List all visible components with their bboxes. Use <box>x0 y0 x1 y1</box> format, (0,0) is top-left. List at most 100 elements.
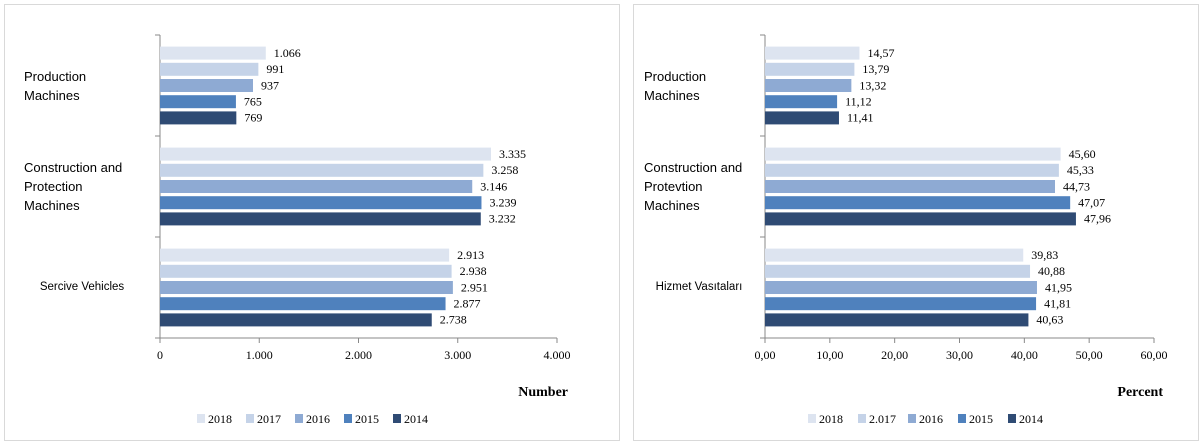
value-label: 41,95 <box>1045 280 1072 294</box>
x-tick-label: 3.000 <box>444 348 471 362</box>
bar <box>160 62 259 76</box>
category-label: Production Machines <box>644 68 707 103</box>
bar <box>765 163 1059 177</box>
value-label: 47,96 <box>1084 212 1111 226</box>
bar <box>160 46 266 60</box>
bar <box>765 147 1061 161</box>
value-label: 13,32 <box>859 78 886 92</box>
legend-label: 2018 <box>819 412 843 426</box>
category-label-box: Sercive Vehicles <box>39 281 125 293</box>
bar <box>160 196 482 210</box>
category-label-box: Construction and Protection Machines <box>24 160 123 213</box>
x-tick-label: 10,00 <box>816 348 843 362</box>
bar <box>765 46 860 60</box>
category-label: Construction and Protevtion Machines <box>644 160 743 213</box>
legend-swatch <box>295 414 303 423</box>
x-tick-label: 0 <box>157 348 163 362</box>
value-label: 2.951 <box>461 280 488 294</box>
x-tick-label: 4.000 <box>544 348 571 362</box>
x-tick-label: 40,00 <box>1011 348 1038 362</box>
bar <box>765 212 1076 226</box>
legend-swatch <box>393 414 401 423</box>
legend-swatch <box>1008 414 1016 423</box>
x-tick-label: 60,00 <box>1141 348 1168 362</box>
value-label: 11,12 <box>845 94 872 108</box>
value-label: 3.146 <box>480 179 507 193</box>
legend-swatch <box>197 414 205 423</box>
bar <box>160 212 481 226</box>
bar <box>160 95 236 109</box>
value-label: 2.913 <box>457 248 484 262</box>
legend-label: 2015 <box>969 412 993 426</box>
bar <box>160 313 432 327</box>
category-label: Production Machines <box>24 68 87 103</box>
bar <box>765 281 1037 294</box>
x-tick-label: 20,00 <box>881 348 908 362</box>
bar <box>765 297 1037 311</box>
legend-swatch <box>344 414 352 423</box>
value-label: 45,33 <box>1067 163 1094 177</box>
bar <box>160 248 450 262</box>
category-label-box: Hizmet Vasıtaları <box>655 281 743 293</box>
bar <box>160 264 452 278</box>
bar <box>160 180 473 193</box>
value-label: 40,63 <box>1036 313 1063 327</box>
value-label: 3.239 <box>489 195 516 209</box>
value-label: 1.066 <box>274 46 301 60</box>
legend-swatch <box>246 414 254 423</box>
bar <box>765 248 1024 262</box>
legend-label: 2014 <box>1019 412 1043 426</box>
category-label: Hizmet Vasıtaları <box>655 281 743 293</box>
value-label: 11,41 <box>847 111 874 125</box>
bar <box>160 111 237 125</box>
bar <box>160 297 446 311</box>
legend-swatch <box>958 414 966 423</box>
x-tick-label: 2.000 <box>345 348 372 362</box>
value-label: 3.258 <box>491 163 518 177</box>
x-tick-label: 50,00 <box>1076 348 1103 362</box>
bar <box>765 79 852 92</box>
bar <box>765 62 855 76</box>
category-label: Construction and Protection Machines <box>24 160 123 213</box>
value-label: 44,73 <box>1063 179 1090 193</box>
value-label: 13,79 <box>862 62 889 76</box>
category-label-box: Construction and Protevtion Machines <box>644 160 743 213</box>
x-tick-label: 30,00 <box>946 348 973 362</box>
legend-swatch <box>808 414 816 423</box>
x-tick-label: 1.000 <box>246 348 273 362</box>
value-label: 937 <box>261 78 279 92</box>
bar <box>160 147 491 161</box>
bar <box>765 313 1029 327</box>
bar <box>160 281 453 294</box>
bar <box>765 196 1071 210</box>
bar <box>765 111 839 125</box>
axis-label: Number <box>518 385 568 400</box>
x-tick-label: 0,00 <box>755 348 776 362</box>
bar <box>160 79 253 92</box>
value-label: 39,83 <box>1031 248 1058 262</box>
value-label: 3.335 <box>499 147 526 161</box>
bar <box>765 180 1055 193</box>
value-label: 14,57 <box>867 46 894 60</box>
value-label: 47,07 <box>1078 195 1105 209</box>
legend-label: 2016 <box>306 412 330 426</box>
bar <box>765 95 838 109</box>
bar <box>765 264 1031 278</box>
legend-label: 2018 <box>208 412 232 426</box>
axis-label: Percent <box>1117 385 1163 400</box>
value-label: 3.232 <box>489 212 516 226</box>
legend-label: 2016 <box>919 412 943 426</box>
legend-label: 2015 <box>355 412 379 426</box>
value-label: 765 <box>244 94 262 108</box>
value-label: 2.738 <box>440 313 467 327</box>
value-label: 40,88 <box>1038 264 1065 278</box>
value-label: 45,60 <box>1069 147 1096 161</box>
category-label-box: Production Machines <box>24 68 87 103</box>
legend-swatch <box>858 414 866 423</box>
value-label: 991 <box>266 62 284 76</box>
category-label: Sercive Vehicles <box>39 281 125 293</box>
value-label: 769 <box>244 111 262 125</box>
legend-label: 2014 <box>404 412 428 426</box>
legend-swatch <box>908 414 916 423</box>
